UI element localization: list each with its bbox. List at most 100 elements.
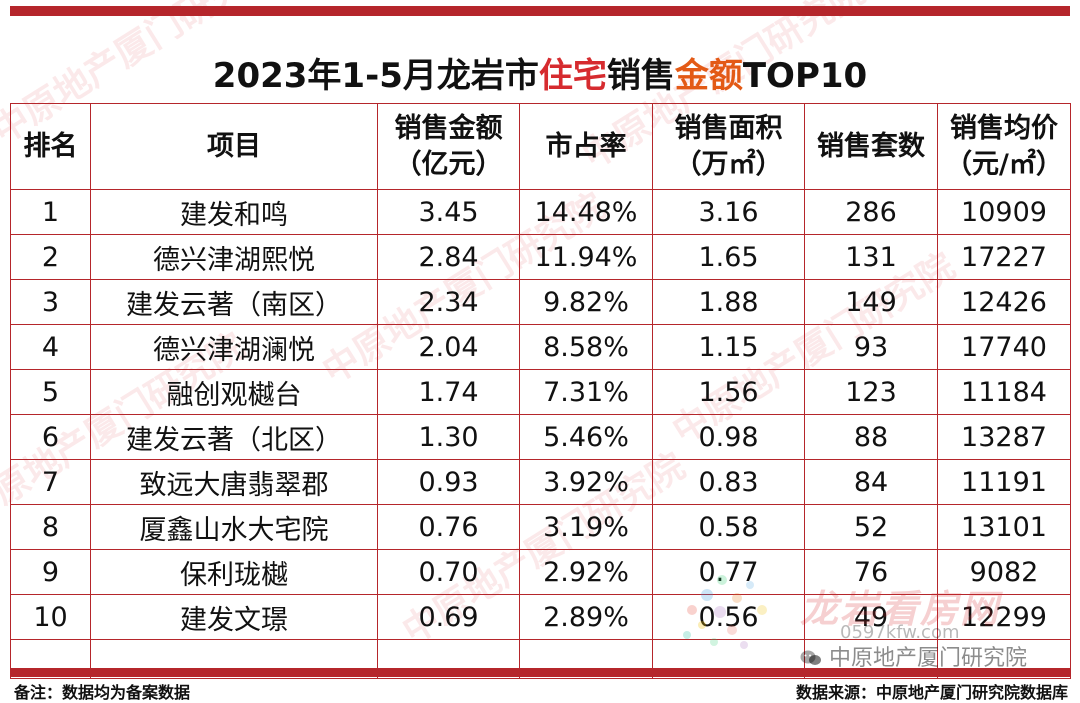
cell-units: 49 (804, 594, 938, 640)
header-line: 销售金额 (394, 112, 503, 144)
cell-rank: 3 (10, 279, 91, 325)
header-cell-area: 销售面积 （万㎡） (652, 103, 805, 190)
cell-area: 1.88 (652, 279, 805, 325)
table-row: 7 致远大唐翡翠郡 0.93 3.92% 0.83 84 11191 (10, 459, 1071, 505)
cell-rank: 4 (10, 324, 91, 370)
cell-units: 93 (804, 324, 938, 370)
cell-rank: 7 (10, 459, 91, 505)
header-cell-amount: 销售金额 （亿元） (377, 103, 520, 190)
cell-area: 0.58 (652, 504, 805, 550)
cell-area: 0.77 (652, 549, 805, 595)
cell-project: 建发和鸣 (90, 189, 378, 235)
cell-share: 2.92% (519, 549, 653, 595)
table-row: 3 建发云著（南区） 2.34 9.82% 1.88 149 12426 (10, 279, 1071, 325)
cell-price: 13287 (937, 414, 1071, 460)
cell-project: 德兴津湖熙悦 (90, 234, 378, 280)
cell-share: 5.46% (519, 414, 653, 460)
cell-amount: 1.74 (377, 369, 520, 415)
header-cell-project: 项目 (90, 103, 378, 190)
wechat-account: 中原地产厦门研究院 (800, 640, 1027, 672)
cell-project: 建发文璟 (90, 594, 378, 640)
cell-rank: 5 (10, 369, 91, 415)
cell-rank: 10 (10, 594, 91, 640)
header-line: 市占率 (545, 130, 627, 162)
table-row: 9 保利珑樾 0.70 2.92% 0.77 76 9082 (10, 549, 1071, 595)
header-cell-rank: 排名 (10, 103, 91, 190)
title-part: 2023年1-5月龙岩市 (212, 56, 539, 96)
header-line: 销售套数 (817, 130, 925, 162)
title-highlight: 住宅 (538, 56, 607, 96)
cell-price: 12426 (937, 279, 1071, 325)
cell-price: 17227 (937, 234, 1071, 280)
cell-amount: 3.45 (377, 189, 520, 235)
cell-amount: 0.76 (377, 504, 520, 550)
cell-price: 13101 (937, 504, 1071, 550)
cell-project: 保利珑樾 (90, 549, 378, 595)
cell-amount: 1.30 (377, 414, 520, 460)
table-row: 2 德兴津湖熙悦 2.84 11.94% 1.65 131 17227 (10, 234, 1071, 280)
cell-amount: 0.69 (377, 594, 520, 640)
wechat-account-name: 中原地产厦门研究院 (829, 646, 1028, 671)
header-line: 排名 (23, 130, 78, 162)
cell-share: 3.92% (519, 459, 653, 505)
header-line: 销售均价 (950, 112, 1058, 144)
footer-note: 备注：数据均为备案数据 (14, 683, 191, 702)
table-row: 4 德兴津湖澜悦 2.04 8.58% 1.15 93 17740 (10, 324, 1071, 370)
cell-area: 0.83 (652, 459, 805, 505)
cell-share: 8.58% (519, 324, 653, 370)
cell-price: 11184 (937, 369, 1071, 415)
table-row: 1 建发和鸣 3.45 14.48% 3.16 286 10909 (10, 189, 1071, 235)
cell-share: 14.48% (519, 189, 653, 235)
bottom-accent-bar (10, 668, 1070, 677)
table-row: 5 融创观樾台 1.74 7.31% 1.56 123 11184 (10, 369, 1071, 415)
header-line: 项目 (207, 130, 261, 162)
cell-project: 德兴津湖澜悦 (90, 324, 378, 370)
cell-amount: 0.70 (377, 549, 520, 595)
logo-url: 0597kfw.com (840, 622, 960, 643)
cell-units: 52 (804, 504, 938, 550)
cell-units: 131 (804, 234, 938, 280)
cell-share: 11.94% (519, 234, 653, 280)
cell-amount: 2.04 (377, 324, 520, 370)
cell-rank: 9 (10, 549, 91, 595)
page-title: 2023年1-5月龙岩市住宅销售金额TOP10 (0, 48, 1080, 98)
cell-price: 17740 (937, 324, 1071, 370)
cell-area: 0.56 (652, 594, 805, 640)
ranking-table: 排名 项目 销售金额 （亿元） 市占率 销售面积 （万㎡） 销售套数 销售均价 （元/… (10, 103, 1071, 679)
table-header-row: 排名 项目 销售金额 （亿元） 市占率 销售面积 （万㎡） 销售套数 销售均价 （元/… (10, 103, 1071, 190)
cell-share: 7.31% (519, 369, 653, 415)
cell-share: 9.82% (519, 279, 653, 325)
cell-units: 88 (804, 414, 938, 460)
header-line: （亿元） (394, 148, 503, 180)
top-accent-bar (10, 6, 1070, 16)
cell-project: 建发云著（南区） (90, 279, 378, 325)
site-logo: 龙岩看房网 0597kfw.com 中原地产厦门研究院 (800, 578, 1027, 671)
table-row: 6 建发云著（北区） 1.30 5.46% 0.98 88 13287 (10, 414, 1071, 460)
title-part: 销售 (606, 56, 675, 96)
cell-area: 1.65 (652, 234, 805, 280)
cell-units: 84 (804, 459, 938, 505)
header-cell-price: 销售均价 （元/㎡） (937, 103, 1071, 190)
table-row: 8 厦鑫山水大宅院 0.76 3.19% 0.58 52 13101 (10, 504, 1071, 550)
footer-source: 数据来源：中原地产厦门研究院数据库 (795, 683, 1068, 702)
title-highlight: 金额 (674, 56, 743, 96)
header-cell-share: 市占率 (519, 103, 653, 190)
cell-area: 0.98 (652, 414, 805, 460)
cell-units: 149 (804, 279, 938, 325)
cell-rank: 8 (10, 504, 91, 550)
header-line: （元/㎡） (945, 148, 1063, 180)
cell-project: 建发云著（北区） (90, 414, 378, 460)
header-line: 销售面积 (674, 112, 783, 144)
cell-price: 9082 (937, 549, 1071, 595)
cell-share: 2.89% (519, 594, 653, 640)
cell-units: 123 (804, 369, 938, 415)
cell-price: 11191 (937, 459, 1071, 505)
cell-price: 10909 (937, 189, 1071, 235)
cell-project: 厦鑫山水大宅院 (90, 504, 378, 550)
ranking-table-container: 排名 项目 销售金额 （亿元） 市占率 销售面积 （万㎡） 销售套数 销售均价 （元/… (10, 103, 1071, 679)
table-row: 10 建发文璟 0.69 2.89% 0.56 49 12299 (10, 594, 1071, 640)
cell-rank: 6 (10, 414, 91, 460)
header-cell-units: 销售套数 (804, 103, 938, 190)
cell-area: 1.15 (652, 324, 805, 370)
cell-units: 286 (804, 189, 938, 235)
